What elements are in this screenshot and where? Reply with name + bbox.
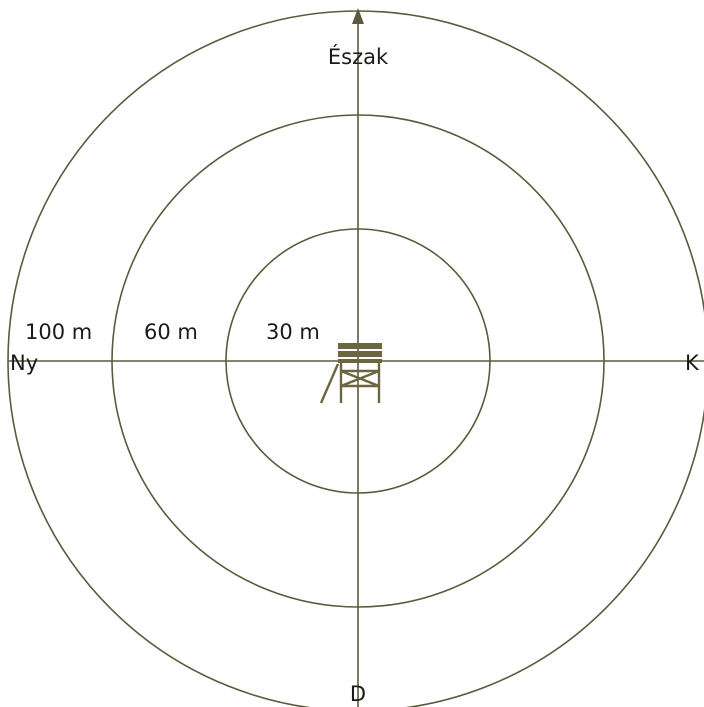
south-label: D bbox=[350, 682, 366, 706]
north-label: Észak bbox=[328, 44, 389, 69]
distance-label-100m: 100 m bbox=[25, 320, 92, 344]
distance-label-30m: 30 m bbox=[266, 320, 320, 344]
west-label: Ny bbox=[10, 351, 38, 375]
hunting-stand-icon bbox=[319, 343, 382, 404]
north-arrow-icon bbox=[352, 8, 364, 24]
east-label: K bbox=[685, 351, 700, 375]
distance-label-60m: 60 m bbox=[144, 320, 198, 344]
